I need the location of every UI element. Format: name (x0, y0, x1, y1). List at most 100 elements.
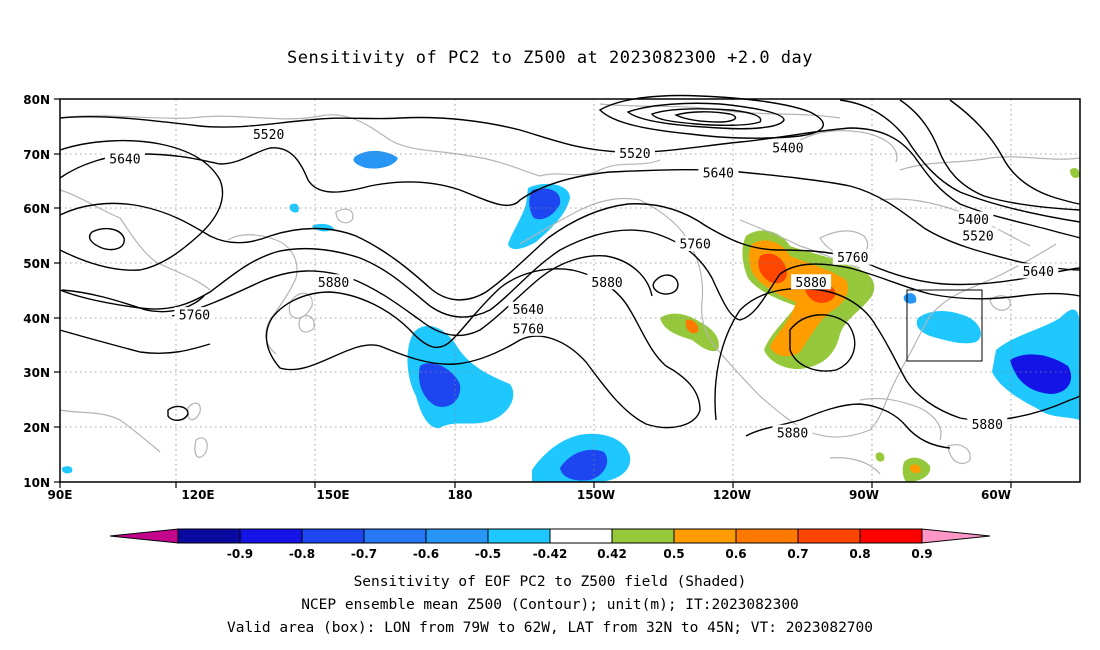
contour-5400-north (839, 99, 1081, 223)
caption-line-1: Sensitivity of EOF PC2 to Z500 field (Sh… (353, 574, 747, 590)
colorbar-tick-label: 0.5 (663, 547, 684, 561)
colorbar-segment (425, 528, 489, 544)
negative-area-small-3 (61, 466, 73, 474)
contour-5400-polar-low (598, 94, 824, 139)
colorbar-segment (673, 528, 737, 544)
contour-label: 5880 (777, 426, 808, 441)
latitude-labels: 80N 70N 60N 50N 40N 30N 20N 10N (23, 93, 50, 490)
colorbar-tick-label: -0.6 (413, 547, 439, 561)
lat-label: 50N (23, 257, 50, 271)
lat-label: 20N (23, 421, 50, 435)
colorbar-tick-label: 0.42 (597, 547, 627, 561)
colorbar-arrow-high (921, 528, 991, 544)
z500-contours (59, 94, 1081, 449)
contour-label: 5880 (591, 276, 622, 291)
contour-label-background (1018, 263, 1059, 279)
negative-area-gulf-alaska-core (529, 188, 561, 220)
colorbar-segment (487, 528, 551, 544)
contour-label-background (953, 211, 994, 227)
negative-area-subtropical-pacific-core (560, 449, 608, 481)
contour-label: 5640 (703, 166, 734, 181)
longitude-labels: 90E 120E 150E 180 150W 120W 90W 60W (48, 488, 1011, 502)
contour-label-background (508, 301, 549, 317)
contour-5760-inner (171, 255, 653, 337)
positive-area-pacific-nw-orange (685, 319, 699, 334)
colorbar-segment (735, 528, 799, 544)
contour-5520-east (949, 99, 1081, 205)
contour-label-background (313, 274, 354, 290)
caption-line-2: NCEP ensemble mean Z500 (Contour); unit(… (301, 597, 799, 613)
contour-label: 5520 (962, 229, 993, 244)
colorbar-tick-label: -0.9 (227, 547, 253, 561)
negative-area-bering (353, 150, 398, 169)
colorbar-tick-label: 0.8 (849, 547, 870, 561)
colorbar-segment (177, 528, 241, 544)
positive-area-gulf (875, 452, 885, 462)
contour-5340-polar-low (626, 102, 785, 130)
lat-label: 60N (23, 202, 50, 216)
positive-area-central-canada-red (758, 253, 787, 284)
contour-mexico (745, 403, 951, 449)
contour-taiwan-low (167, 405, 189, 421)
colorbar-arrow-low (109, 528, 179, 544)
contour-label: 5760 (837, 251, 868, 266)
contour-label: 5520 (619, 147, 650, 162)
contour-5400-east (899, 99, 1081, 211)
contour-label: 5880 (318, 276, 349, 291)
lat-label: 80N (23, 93, 50, 107)
lon-label: 180 (447, 488, 472, 502)
negative-area-us-east-coast (916, 311, 981, 344)
contour-cutoff-low-nw (652, 274, 679, 295)
contour-label: 5760 (680, 237, 711, 252)
colorbar-tick-label: -0.42 (533, 547, 568, 561)
contour-label: 5520 (253, 128, 284, 143)
colorbar-tick-label: 0.6 (725, 547, 746, 561)
contour-label-background (675, 235, 716, 251)
negative-area-small-1 (289, 203, 299, 213)
lon-label: 120W (713, 488, 751, 502)
negative-area-atlantic-core (1010, 354, 1072, 394)
contour-label-background (832, 249, 873, 265)
lat-label: 10N (23, 476, 50, 490)
contour-5220-polar-low (674, 111, 737, 123)
contour-label-background (587, 274, 628, 290)
contour-label-background (104, 151, 145, 167)
contour-label-background (248, 126, 289, 142)
lon-label: 150E (316, 488, 349, 502)
colorbar: -0.9 -0.8 -0.7 -0.6 -0.5 -0.42 0.42 0.5 0.6 0.7 0.… (109, 528, 991, 561)
contour-west-ring (59, 139, 224, 271)
contour-5640-middle (59, 202, 1081, 301)
colorbar-segment (859, 528, 923, 544)
colorbar-segment (611, 528, 675, 544)
colorbar-segment (301, 528, 365, 544)
contour-label-background (767, 140, 808, 156)
lon-label: 120E (181, 488, 214, 502)
contour-label: 5640 (1023, 265, 1054, 280)
lon-label: 60W (981, 488, 1011, 502)
colorbar-tick-label: -0.7 (351, 547, 377, 561)
colorbar-segment (797, 528, 861, 544)
contour-5880-east (714, 287, 1081, 421)
contour-label-background (791, 274, 832, 290)
contour-label-background (967, 416, 1008, 432)
contour-5880-hawaii (61, 289, 205, 313)
negative-sensitivity-shading (61, 150, 1080, 482)
gridlines (60, 99, 1080, 482)
colorbar-tick-label: 0.7 (787, 547, 808, 561)
map-title: Sensitivity of PC2 to Z500 at 2023082300… (286, 48, 813, 68)
contour-label: 5760 (513, 322, 544, 337)
caption-line-3: Valid area (box): LON from 79W to 62W, L… (226, 620, 873, 636)
contour-label-background (772, 424, 813, 440)
contour-western-pacific (59, 329, 211, 354)
colorbar-segment (239, 528, 303, 544)
contour-label-background (958, 227, 998, 243)
positive-sensitivity-shading (660, 168, 1080, 482)
map-frame (59, 98, 1081, 483)
contour-label: 5640 (513, 303, 544, 318)
contour-label-background (508, 320, 549, 336)
colorbar-segment (363, 528, 427, 544)
contour-label-background (174, 307, 215, 323)
